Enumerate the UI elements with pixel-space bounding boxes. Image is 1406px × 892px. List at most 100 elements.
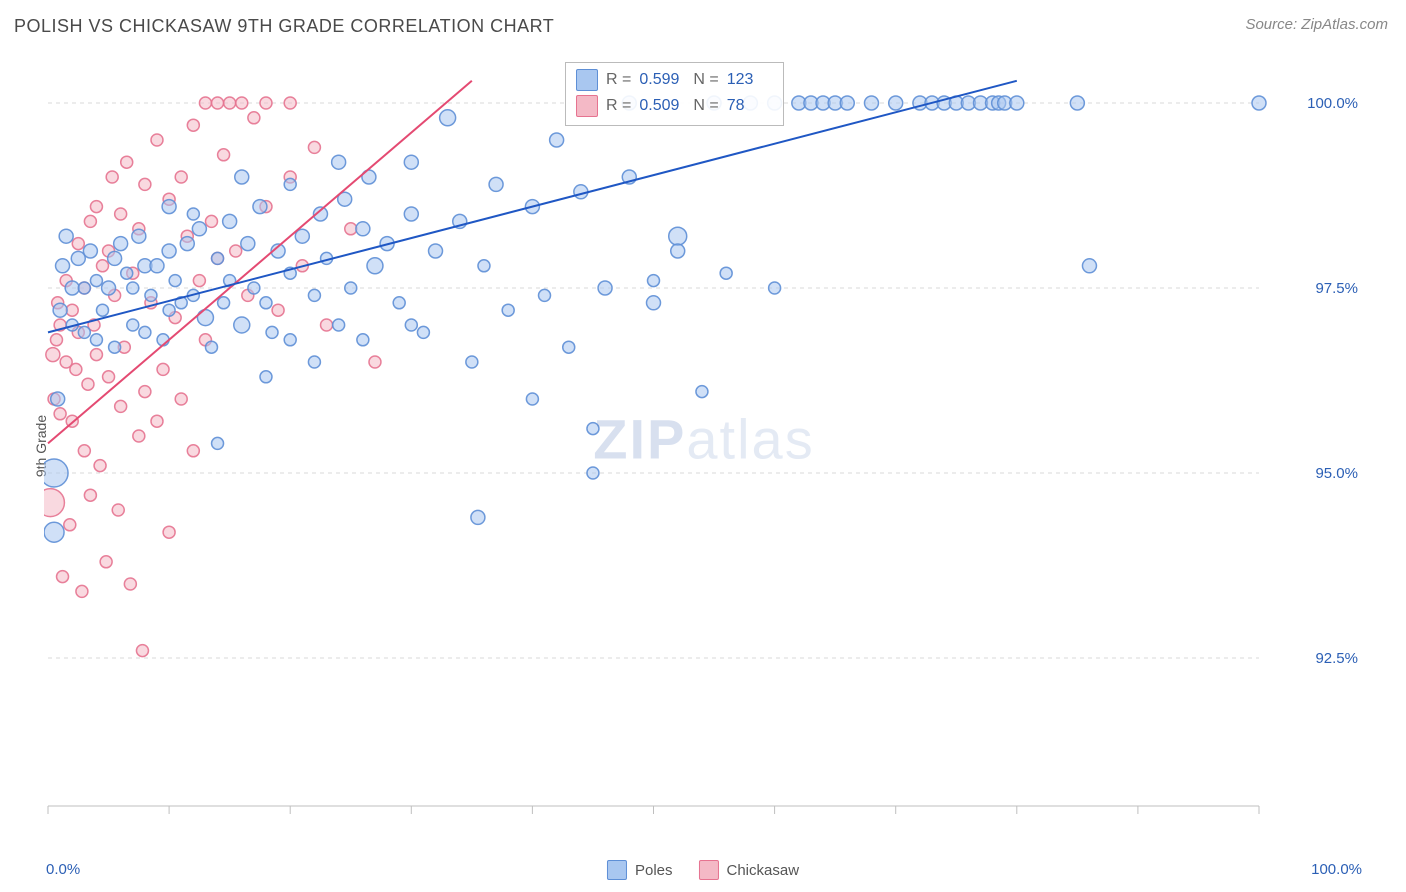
scatter-point [284,178,296,190]
scatter-point [136,645,148,657]
scatter-point [321,319,333,331]
scatter-point [253,200,267,214]
scatter-point [162,244,176,258]
scatter-point [241,237,255,251]
scatter-point [526,393,538,405]
scatter-point [175,171,187,183]
scatter-point [187,445,199,457]
scatter-point [96,260,108,272]
scatter-point [44,459,68,487]
scatter-point [720,267,732,279]
stats-row-poles: R = 0.599 N = 123 [576,67,773,93]
scatter-point [78,326,90,338]
legend-label-chickasaw: Chickasaw [727,862,800,879]
scatter-point [180,237,194,251]
scatter-point [489,177,503,191]
scatter-point [345,223,357,235]
legend-label-poles: Poles [635,862,673,879]
scatter-point [345,282,357,294]
svg-text:92.5%: 92.5% [1315,650,1358,667]
scatter-point [90,334,102,346]
scatter-point [218,297,230,309]
scatter-point [502,304,514,316]
scatter-point [587,423,599,435]
scatter-point [417,326,429,338]
scatter-point [260,97,272,109]
scatter-point [308,356,320,368]
r-label: R = [606,71,631,89]
scatter-point [671,244,685,258]
scatter-point [175,393,187,405]
scatter-point [83,244,97,258]
scatter-point [65,281,79,295]
scatter-point [218,149,230,161]
scatter-point [478,260,490,272]
scatter-point [260,297,272,309]
scatter-point [132,229,146,243]
scatter-point [333,319,345,331]
scatter-point [102,281,116,295]
n-value-poles: 123 [727,71,773,89]
scatter-point [70,363,82,375]
scatter-point [90,349,102,361]
scatter-point [96,304,108,316]
scatter-point [224,97,236,109]
scatter-point [332,155,346,169]
scatter-point [647,296,661,310]
svg-text:97.5%: 97.5% [1315,280,1358,297]
scatter-point [139,326,151,338]
chickasaw-legend-swatch-icon [699,860,719,880]
scatter-point [696,386,708,398]
scatter-point [108,251,122,265]
scatter-point [308,141,320,153]
scatter-point [59,229,73,243]
scatter-point [115,400,127,412]
scatter-point [66,304,78,316]
scatter-point [357,334,369,346]
scatter-point [193,275,205,287]
scatter-point [162,200,176,214]
scatter-point [1070,96,1084,110]
chart-title: POLISH VS CHICKASAW 9TH GRADE CORRELATIO… [14,16,554,37]
scatter-point [72,238,84,250]
n-label: N = [693,97,718,115]
scatter-point [127,282,139,294]
scatter-point [466,356,478,368]
scatter-point [393,297,405,309]
n-value-chickasaw: 78 [727,97,773,115]
scatter-point [44,522,64,542]
x-max-label: 100.0% [1311,861,1362,878]
stats-row-chickasaw: R = 0.509 N = 78 [576,93,773,119]
scatter-point [230,245,242,257]
scatter-point [121,267,133,279]
scatter-point [151,415,163,427]
scatter-point [145,289,157,301]
scatter-point [56,259,70,273]
scatter-point [115,208,127,220]
scatter-point [769,282,781,294]
scatter-point [648,275,660,287]
scatter-point [840,96,854,110]
scatter-point [405,319,417,331]
scatter-point [284,334,296,346]
r-label: R = [606,97,631,115]
poles-swatch-icon [576,69,598,91]
scatter-point [272,304,284,316]
scatter-point [46,348,60,362]
scatter-point [64,519,76,531]
source-label: Source: ZipAtlas.com [1245,16,1388,33]
scatter-point [669,227,687,245]
scatter-point [889,96,903,110]
scatter-point [50,334,62,346]
scatter-point [169,275,181,287]
scatter-point [84,489,96,501]
scatter-point [234,317,250,333]
scatter-point [100,556,112,568]
scatter-point [163,304,175,316]
scatter-point [205,341,217,353]
scatter-point [308,289,320,301]
scatter-point [563,341,575,353]
scatter-point [94,460,106,472]
scatter-point [1252,96,1266,110]
scatter-point [212,97,224,109]
